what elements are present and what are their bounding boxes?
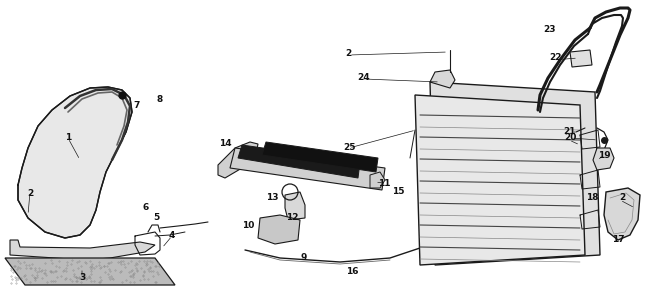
Polygon shape (570, 50, 592, 67)
Text: 4: 4 (169, 231, 176, 239)
Text: 5: 5 (153, 214, 159, 222)
Polygon shape (430, 70, 455, 88)
Text: 2: 2 (619, 193, 625, 202)
Text: 11: 11 (378, 178, 390, 188)
Polygon shape (604, 188, 640, 240)
Text: 3: 3 (79, 273, 85, 282)
Text: 6: 6 (143, 202, 149, 212)
Text: 1: 1 (65, 134, 71, 142)
Text: 24: 24 (358, 74, 370, 83)
Polygon shape (415, 95, 585, 265)
Polygon shape (10, 240, 155, 260)
Text: 12: 12 (286, 214, 298, 222)
Text: 2: 2 (27, 190, 33, 198)
Text: 8: 8 (157, 96, 163, 105)
Polygon shape (18, 87, 132, 238)
Text: 7: 7 (134, 100, 140, 110)
Text: 23: 23 (544, 25, 556, 35)
Text: 20: 20 (564, 134, 576, 142)
Polygon shape (430, 82, 600, 265)
Polygon shape (262, 142, 378, 172)
Polygon shape (258, 215, 300, 244)
Polygon shape (5, 258, 175, 285)
Text: 14: 14 (218, 139, 231, 147)
Text: 22: 22 (549, 54, 561, 62)
Polygon shape (593, 148, 614, 170)
Text: 15: 15 (392, 188, 404, 197)
Polygon shape (238, 145, 360, 178)
Text: 18: 18 (586, 193, 598, 202)
Polygon shape (285, 192, 305, 220)
Text: 21: 21 (563, 127, 575, 137)
Polygon shape (230, 148, 385, 190)
Polygon shape (370, 172, 385, 188)
Text: 25: 25 (344, 144, 356, 152)
Text: 9: 9 (301, 253, 307, 263)
Text: 2: 2 (345, 50, 351, 59)
Text: 10: 10 (242, 222, 254, 231)
Text: 17: 17 (612, 236, 624, 244)
Text: 19: 19 (598, 151, 610, 161)
Polygon shape (218, 142, 258, 178)
Text: 16: 16 (346, 268, 358, 277)
Text: 13: 13 (266, 193, 278, 202)
